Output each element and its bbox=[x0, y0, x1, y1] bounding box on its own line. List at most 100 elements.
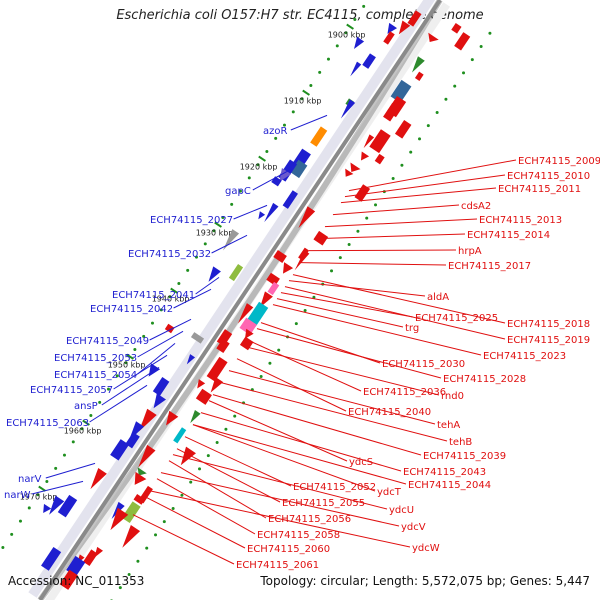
gene-arrow bbox=[180, 446, 196, 466]
right-leader-line bbox=[316, 233, 466, 240]
tick-dot bbox=[206, 454, 210, 458]
tick-dot bbox=[168, 295, 172, 299]
tick-dot bbox=[330, 269, 334, 273]
kbp-tick-label: 1910 kbp bbox=[284, 96, 322, 105]
gene-feature bbox=[260, 291, 273, 308]
tick-dot bbox=[198, 467, 202, 471]
right-gene-label: trg bbox=[405, 323, 419, 334]
tick-dot bbox=[203, 242, 207, 246]
gene-feature bbox=[282, 262, 294, 274]
right-leader-line bbox=[344, 174, 506, 198]
right-leader-line bbox=[276, 298, 404, 328]
gene-feature bbox=[206, 356, 228, 382]
gene-feature bbox=[428, 32, 439, 42]
gene-box bbox=[41, 547, 62, 571]
right-leader-line bbox=[284, 286, 506, 340]
tick-dot bbox=[224, 427, 228, 431]
gene-box bbox=[121, 501, 141, 524]
backbone-line bbox=[38, 0, 442, 600]
gene-feature bbox=[210, 376, 224, 393]
gene-feature bbox=[190, 332, 205, 344]
gene-arrow bbox=[264, 202, 279, 223]
tick-dot bbox=[409, 150, 413, 154]
tick-dot bbox=[247, 176, 251, 180]
gene-feature bbox=[43, 503, 52, 513]
tick-dot bbox=[294, 322, 298, 326]
gene-arrow bbox=[279, 168, 292, 182]
gene-feature bbox=[350, 162, 361, 172]
tick-dot bbox=[194, 255, 198, 259]
left-gene-label: ECH74115_2032 bbox=[128, 249, 211, 260]
gene-feature bbox=[208, 266, 221, 282]
tick-dot bbox=[435, 110, 439, 114]
left-gene-label: ECH74115_2042 bbox=[90, 304, 173, 315]
gene-feature bbox=[451, 23, 462, 34]
tick-dot bbox=[221, 216, 225, 220]
gene-box bbox=[190, 332, 205, 344]
left-leader-line bbox=[137, 330, 184, 358]
tick-mark bbox=[38, 485, 46, 492]
left-gene-label: narV bbox=[18, 474, 42, 485]
gene-feature bbox=[390, 79, 412, 103]
right-leader-line bbox=[324, 218, 478, 228]
left-leader-line bbox=[290, 114, 328, 131]
gene-feature bbox=[310, 126, 328, 147]
left-leader-line bbox=[31, 480, 84, 495]
right-leader-line bbox=[220, 382, 448, 442]
right-leader-line bbox=[248, 340, 362, 392]
gene-feature bbox=[354, 184, 371, 202]
right-leader-line bbox=[288, 280, 426, 297]
tick-dot bbox=[1, 546, 5, 550]
gene-arrow bbox=[298, 206, 316, 229]
left-leader-line bbox=[137, 342, 176, 375]
accession-text: Accession: NC_011353 bbox=[8, 574, 145, 588]
gene-arrow bbox=[345, 168, 354, 177]
tick-dot bbox=[171, 506, 175, 510]
gene-feature bbox=[197, 379, 206, 389]
left-leader-line bbox=[233, 204, 268, 220]
right-leader-line bbox=[192, 424, 376, 492]
gene-arrow bbox=[398, 20, 411, 35]
gene-arrow bbox=[139, 408, 157, 432]
tick-dot bbox=[338, 256, 342, 260]
left-gene-label: ECH74115_2054 bbox=[54, 370, 137, 381]
tick-dot bbox=[18, 519, 22, 523]
gene-feature bbox=[228, 264, 244, 282]
tick-dot bbox=[142, 334, 146, 338]
gene-box bbox=[282, 190, 298, 209]
right-gene-label: ECH74115_2011 bbox=[498, 184, 581, 195]
gene-feature bbox=[267, 281, 280, 296]
gene-arrow bbox=[350, 61, 362, 77]
gene-box bbox=[59, 569, 78, 590]
tick-dot bbox=[400, 163, 404, 167]
tick-dot bbox=[27, 506, 31, 510]
backbone-circle bbox=[37, 0, 443, 600]
gene-feature bbox=[216, 338, 230, 354]
right-leader-line bbox=[332, 204, 460, 216]
tick-dot bbox=[89, 414, 93, 418]
gene-feature bbox=[110, 507, 129, 531]
tick-dot bbox=[238, 189, 242, 193]
kbp-tick-label: 1940 kbp bbox=[152, 294, 190, 303]
gene-labels: azoR gapC ECH74115_2027 ECH74115_2032 ECH741… bbox=[4, 126, 600, 571]
gene-feature bbox=[273, 250, 287, 263]
gene-feature bbox=[412, 56, 425, 73]
left-leader-line bbox=[173, 288, 212, 309]
gene-arrow bbox=[190, 409, 201, 424]
gene-feature bbox=[41, 547, 62, 571]
gene-arrow bbox=[90, 468, 107, 490]
tick-dot bbox=[479, 44, 483, 48]
right-gene-label: hrpA bbox=[458, 246, 482, 257]
gene-box bbox=[83, 549, 98, 566]
left-gene-label: ECH74115_2049 bbox=[66, 336, 149, 347]
tick-dot bbox=[150, 321, 154, 325]
gene-box bbox=[383, 31, 395, 45]
tick-dot bbox=[426, 124, 430, 128]
gene-box bbox=[246, 301, 269, 327]
gene-arrow bbox=[340, 99, 356, 119]
gene-feature bbox=[394, 119, 412, 139]
gene-box bbox=[239, 317, 257, 335]
tick-dot bbox=[145, 546, 149, 550]
tick-dot bbox=[365, 216, 369, 220]
gene-box bbox=[110, 439, 130, 461]
